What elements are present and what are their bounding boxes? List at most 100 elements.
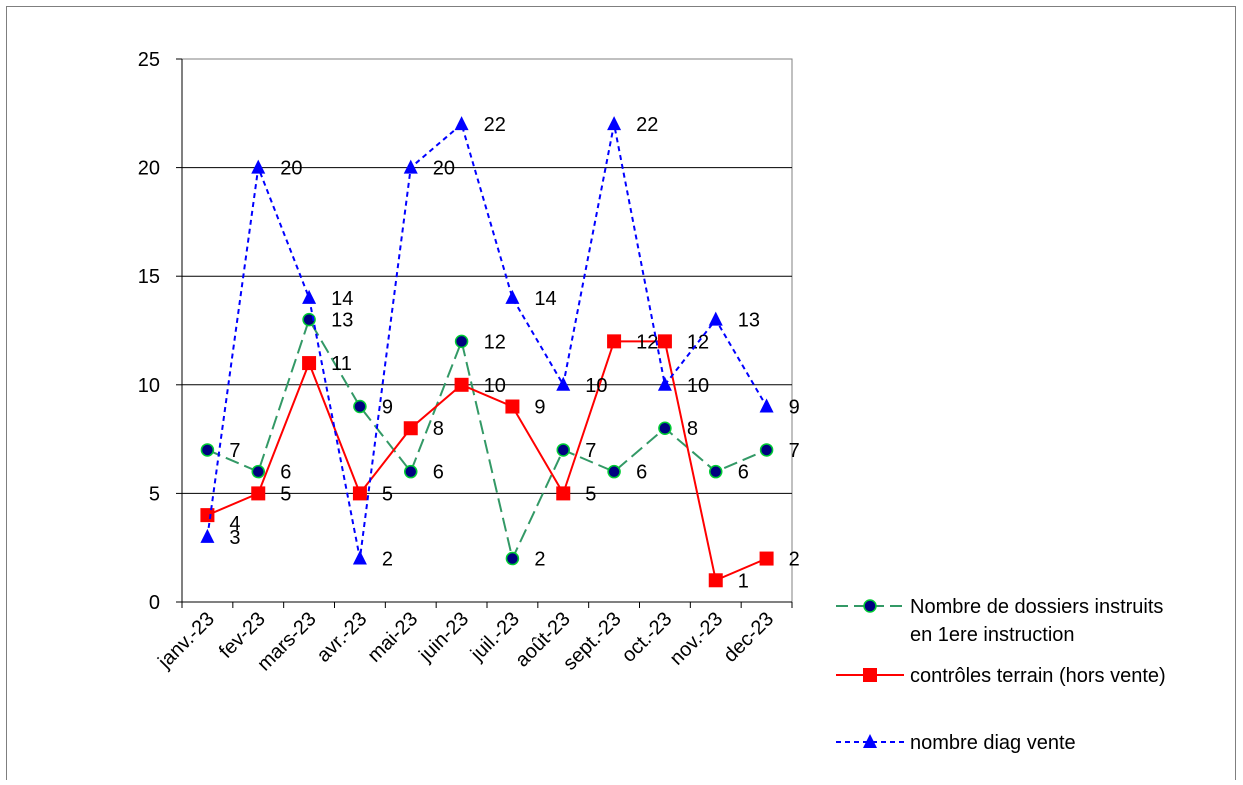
- data-label: 3: [229, 527, 240, 549]
- data-point: [556, 443, 570, 457]
- data-point: [505, 289, 520, 304]
- data-label: 4: [229, 513, 240, 535]
- data-point: [403, 421, 418, 436]
- data-label: 9: [534, 397, 545, 419]
- data-label: 2: [382, 549, 393, 571]
- legend-entry: nombre diag vente: [836, 732, 1076, 754]
- data-label: 13: [331, 310, 353, 332]
- data-point: [607, 334, 622, 349]
- data-label: 22: [484, 114, 506, 136]
- data-label: 10: [585, 375, 607, 397]
- x-tick-label: dec-23: [719, 608, 778, 667]
- data-point: [708, 311, 723, 326]
- x-tick-label: avr.-23: [313, 608, 372, 667]
- data-point: [251, 159, 266, 174]
- data-point: [759, 443, 774, 457]
- data-label: 10: [484, 375, 506, 397]
- data-label: 5: [382, 483, 393, 505]
- data-label: 7: [229, 440, 240, 462]
- series-1: 7 6 13 9 6 12 2 7 6 8 6 7: [200, 310, 800, 571]
- data-label: 8: [687, 418, 698, 440]
- data-point: [352, 486, 367, 501]
- data-point: [657, 334, 672, 349]
- x-tick-label: oct.-23: [618, 608, 677, 667]
- data-label: 9: [382, 397, 393, 419]
- data-label: 20: [280, 158, 302, 180]
- legend-label: Nombre de dossiers instruits: [910, 596, 1163, 618]
- data-label: 22: [636, 114, 658, 136]
- data-label: 5: [585, 483, 596, 505]
- x-tick-label: janv.-23: [153, 608, 219, 674]
- data-label: 12: [636, 331, 658, 353]
- data-point: [863, 599, 877, 613]
- series-line: [207, 340, 767, 582]
- data-label: 20: [433, 158, 455, 180]
- legend-entry: contrôles terrain (hors vente): [836, 665, 1166, 687]
- data-point: [200, 443, 215, 457]
- legend-label: en 1ere instruction: [910, 624, 1075, 646]
- data-point: [759, 551, 774, 566]
- series-line: [207, 317, 767, 562]
- legend-label: nombre diag vente: [910, 732, 1076, 754]
- data-point: [863, 668, 877, 682]
- data-label: 2: [789, 549, 800, 571]
- data-point: [454, 334, 469, 349]
- y-tick-label: 0: [149, 592, 160, 614]
- x-tick-label: nov.-23: [666, 608, 728, 670]
- data-point: [607, 116, 622, 131]
- data-label: 6: [738, 462, 749, 484]
- data-point: [505, 399, 520, 414]
- data-label: 6: [433, 462, 444, 484]
- series-line: [206, 122, 768, 559]
- data-point: [302, 289, 317, 304]
- data-point: [200, 528, 215, 543]
- data-point: [454, 116, 469, 131]
- data-point: [709, 464, 723, 479]
- data-point: [251, 486, 266, 501]
- data-point: [759, 398, 774, 413]
- data-label: 6: [636, 462, 647, 484]
- legend-entry: Nombre de dossiers instruits en 1ere inst…: [836, 596, 1163, 646]
- data-label: 6: [280, 462, 291, 484]
- data-label: 14: [534, 288, 556, 310]
- y-tick-label: 25: [138, 49, 160, 71]
- legend-label: contrôles terrain (hors vente): [910, 665, 1166, 687]
- y-tick-label: 15: [138, 266, 160, 288]
- data-point: [556, 376, 571, 391]
- data-point: [302, 356, 317, 371]
- data-label: 13: [738, 310, 760, 332]
- data-point: [556, 486, 571, 501]
- data-point: [251, 464, 265, 479]
- data-point: [657, 376, 672, 391]
- data-point: [404, 464, 418, 479]
- y-tick-label: 5: [149, 483, 160, 505]
- y-tick-label: 20: [138, 158, 160, 180]
- data-label: 14: [331, 288, 353, 310]
- data-point: [607, 464, 621, 479]
- data-label: 1: [738, 570, 749, 592]
- data-point: [353, 399, 367, 414]
- data-label: 10: [687, 375, 709, 397]
- data-point: [352, 550, 367, 565]
- y-tick-label: 10: [138, 375, 160, 397]
- data-point: [454, 377, 469, 392]
- data-label: 12: [687, 331, 709, 353]
- data-point: [200, 508, 215, 523]
- data-point: [658, 421, 672, 435]
- data-point: [708, 573, 723, 588]
- x-tick-label: juin-23: [414, 608, 473, 667]
- data-label: 5: [280, 483, 291, 505]
- data-label: 7: [789, 440, 800, 462]
- data-label: 2: [534, 549, 545, 571]
- data-label: 7: [585, 440, 596, 462]
- data-label: 11: [331, 353, 352, 375]
- data-label: 8: [433, 418, 444, 440]
- chart-frame: [6, 6, 1236, 780]
- data-label: 9: [789, 397, 800, 419]
- x-tick-label: mai-23: [363, 608, 422, 667]
- data-point: [403, 159, 418, 174]
- data-point: [863, 734, 877, 748]
